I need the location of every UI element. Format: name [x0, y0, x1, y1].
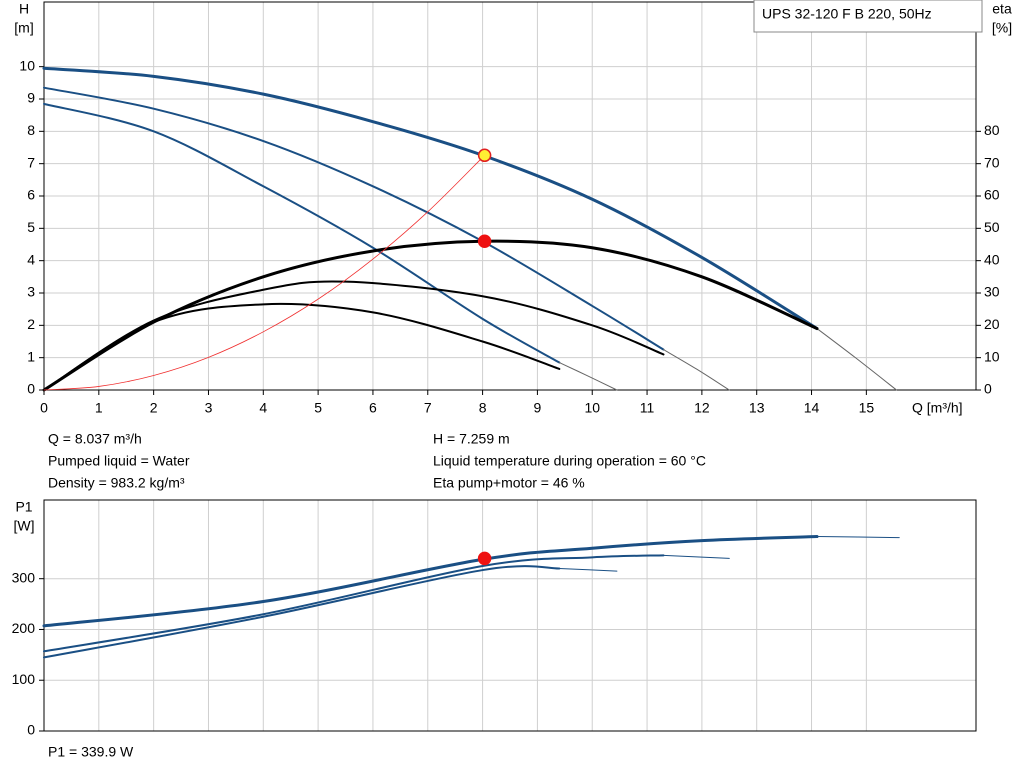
- curve: [663, 349, 730, 391]
- y-tick-label: 1: [27, 348, 35, 364]
- x-tick-label: 12: [694, 400, 710, 416]
- x-tick-label: 1: [95, 400, 103, 416]
- y-axis-unit: [m]: [14, 20, 33, 36]
- x-tick-label: 4: [259, 400, 267, 416]
- y-axis-unit: [W]: [14, 518, 35, 534]
- y2-tick-label: 10: [984, 348, 1000, 364]
- y2-axis-unit: [%]: [992, 20, 1012, 36]
- y-tick-label: 8: [27, 122, 35, 138]
- x-tick-label: 13: [749, 400, 765, 416]
- y-tick-label: 200: [12, 620, 36, 636]
- y-tick-label: 7: [27, 154, 35, 170]
- curve: [43, 154, 486, 391]
- info-text: Density = 983.2 kg/m³: [48, 475, 185, 491]
- y-tick-label: 0: [27, 722, 35, 738]
- duty-point: [477, 551, 492, 566]
- legend-box: [753, 0, 983, 33]
- duty-point: [477, 148, 492, 163]
- footer-text: P1 = 339.9 W: [48, 744, 134, 760]
- x-axis-label: Q [m³/h]: [912, 400, 963, 416]
- curve: [43, 102, 561, 364]
- x-tick-label: 3: [205, 400, 213, 416]
- y2-tick-label: 20: [984, 316, 1000, 332]
- y2-tick-label: 0: [984, 381, 992, 397]
- x-tick-label: 0: [40, 400, 48, 416]
- info-text: Liquid temperature during operation = 60…: [433, 453, 706, 469]
- y-tick-label: 3: [27, 284, 35, 300]
- curve: [43, 554, 665, 653]
- curve: [43, 302, 561, 391]
- curve: [663, 554, 730, 559]
- y2-tick-label: 70: [984, 154, 1000, 170]
- x-tick-label: 11: [640, 400, 655, 416]
- y-tick-label: 6: [27, 187, 35, 203]
- x-tick-label: 9: [534, 400, 542, 416]
- y2-tick-label: 30: [984, 284, 1000, 300]
- y2-tick-label: 50: [984, 219, 1000, 235]
- info-text: H = 7.259 m: [433, 431, 510, 447]
- curve: [558, 362, 618, 391]
- plot-frame: [43, 499, 977, 732]
- x-tick-label: 14: [804, 400, 820, 416]
- curve: [816, 328, 898, 391]
- y2-tick-label: 80: [984, 122, 1000, 138]
- y-tick-label: 100: [12, 671, 36, 687]
- info-text: Eta pump+motor = 46 %: [433, 475, 585, 491]
- legend-text: UPS 32-120 F B 220, 50Hz: [762, 6, 932, 22]
- y-tick-label: 2: [27, 316, 35, 332]
- y2-tick-label: 40: [984, 251, 1000, 267]
- duty-point: [477, 234, 492, 249]
- curve: [43, 86, 665, 351]
- curve: [558, 568, 618, 572]
- y2-axis-label: eta: [992, 1, 1012, 17]
- curve: [43, 280, 665, 391]
- y-tick-label: 10: [19, 57, 35, 73]
- y-tick-label: 4: [27, 251, 35, 267]
- y-tick-label: 0: [27, 381, 35, 397]
- curve: [42, 535, 819, 628]
- curve: [42, 66, 819, 331]
- info-text: Pumped liquid = Water: [48, 453, 190, 469]
- x-tick-label: 8: [479, 400, 487, 416]
- y-axis-label: P1: [15, 499, 32, 515]
- y-tick-label: 300: [12, 569, 36, 585]
- curve: [43, 565, 561, 659]
- x-tick-label: 2: [150, 400, 158, 416]
- y-axis-label: H: [19, 1, 29, 17]
- y2-tick-label: 60: [984, 187, 1000, 203]
- x-tick-label: 7: [424, 400, 432, 416]
- x-tick-label: 15: [859, 400, 875, 416]
- y-tick-label: 9: [27, 90, 35, 106]
- x-tick-label: 6: [369, 400, 377, 416]
- curve: [816, 536, 900, 539]
- y-tick-label: 5: [27, 219, 35, 235]
- x-tick-label: 10: [584, 400, 600, 416]
- x-tick-label: 5: [314, 400, 322, 416]
- info-text: Q = 8.037 m³/h: [48, 431, 142, 447]
